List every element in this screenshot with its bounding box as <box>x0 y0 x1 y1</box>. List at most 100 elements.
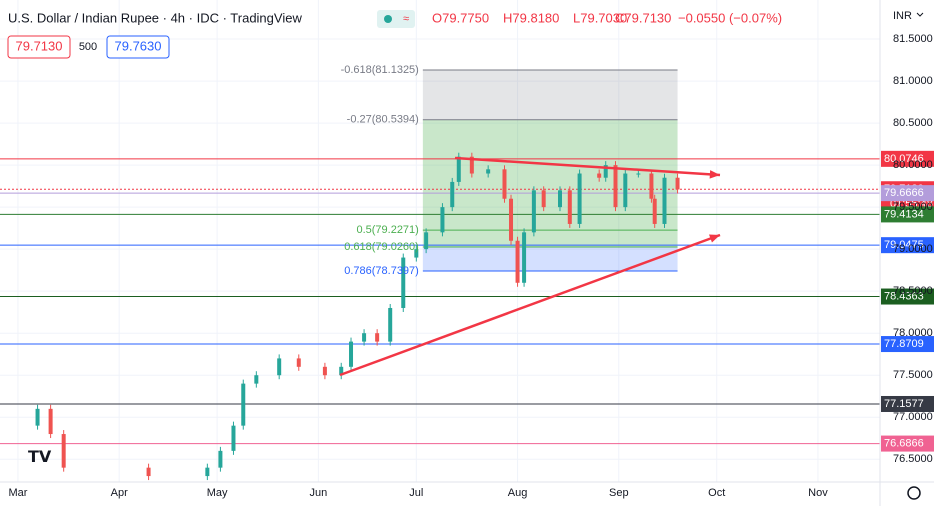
candle <box>205 467 210 477</box>
candle <box>414 249 419 258</box>
ohlc-close: C79.7130 <box>615 10 671 25</box>
fib-label: 0.618(79.0260) <box>344 241 419 253</box>
price-badge-label: 76.6866 <box>884 437 924 449</box>
ohlc-change: −0.0550 (−0.07%) <box>678 10 782 25</box>
candle <box>649 173 654 199</box>
price-badge <box>881 336 934 353</box>
candle <box>35 408 40 426</box>
price-badge <box>881 395 934 412</box>
price-badge-label: 77.1577 <box>884 398 924 410</box>
candle <box>440 207 445 233</box>
price-badge-label: 79.6666 <box>884 187 924 199</box>
candle <box>61 434 66 468</box>
x-tick-label: Oct <box>708 487 725 499</box>
y-tick-label: 79.5000 <box>893 201 933 213</box>
candle <box>424 232 429 250</box>
candle <box>450 181 455 208</box>
candle <box>597 173 602 178</box>
candle <box>456 156 461 182</box>
candle <box>469 156 474 174</box>
symbol-title: U.S. Dollar / Indian Rupee · 4h · IDC · … <box>8 10 302 25</box>
candle <box>623 173 628 208</box>
y-tick-label: 78.5000 <box>893 285 933 297</box>
price-badge-label: 80.0746 <box>884 153 924 165</box>
y-tick-label: 81.0000 <box>893 75 933 87</box>
candle <box>401 257 406 308</box>
tv-logo: 𝗧𝗩 <box>28 449 52 466</box>
status-badge <box>377 10 415 28</box>
y-tick-label: 79.0000 <box>893 243 933 255</box>
trend-arrow <box>709 170 720 179</box>
y-tick-label: 76.5000 <box>893 453 933 465</box>
price-badge-label: 77.8709 <box>884 338 924 350</box>
x-tick-label: Nov <box>808 487 828 499</box>
status-dot <box>384 15 392 23</box>
price-badge <box>881 237 934 254</box>
candle <box>662 177 667 224</box>
candle <box>349 341 354 367</box>
ohlc-high: H79.8180 <box>503 10 559 25</box>
trend-line <box>339 233 721 377</box>
price-badge-label: 79.0475 <box>884 239 924 251</box>
candle <box>636 173 641 175</box>
buy-price: 79.7630 <box>115 38 162 53</box>
trend-arrow <box>709 234 720 243</box>
fib-zone <box>422 119 678 247</box>
x-tick-label: Sep <box>609 487 629 499</box>
ohlc-low: L79.7030 <box>573 10 627 25</box>
y-tick-label: 78.0000 <box>893 327 933 339</box>
candle <box>567 190 572 224</box>
candle <box>541 190 546 208</box>
currency-dropdown[interactable] <box>916 12 924 17</box>
candle <box>502 169 507 199</box>
candle <box>146 467 151 477</box>
fib-label: -0.618(81.1325) <box>341 64 419 76</box>
candle <box>515 240 520 283</box>
candle <box>241 383 246 426</box>
candle <box>675 177 680 190</box>
quantity: 500 <box>79 41 97 53</box>
sell-button[interactable] <box>7 35 71 59</box>
settings-icon[interactable] <box>907 486 921 500</box>
candle <box>218 450 223 468</box>
candle <box>231 425 236 451</box>
candle <box>388 307 393 342</box>
candle <box>531 190 536 233</box>
candle <box>603 165 608 178</box>
trend-line <box>454 156 721 177</box>
candle <box>613 165 618 208</box>
x-tick-label: Jun <box>309 487 327 499</box>
sell-price: 79.7130 <box>16 38 63 53</box>
x-tick-label: Jul <box>409 487 423 499</box>
candle <box>296 358 301 367</box>
fib-label: -0.27(80.5394) <box>347 114 419 126</box>
buy-button[interactable] <box>106 35 170 59</box>
candle <box>48 408 53 435</box>
price-badge <box>881 185 934 202</box>
candle <box>577 173 582 224</box>
candle <box>558 190 562 208</box>
candle <box>254 375 259 384</box>
price-badge <box>881 288 934 305</box>
status-icon: ≈ <box>403 13 409 25</box>
fib-label: 0.5(79.2271) <box>356 224 418 236</box>
x-tick-label: May <box>207 487 228 499</box>
candle <box>509 198 514 241</box>
y-tick-label: 80.5000 <box>893 117 933 129</box>
price-badge-label: 79.4134 <box>884 208 924 220</box>
fib-zone <box>422 69 678 120</box>
ohlc-open: O79.7750 <box>432 10 489 25</box>
x-tick-label: Apr <box>111 487 128 499</box>
candle <box>277 358 282 376</box>
candle <box>362 333 367 342</box>
currency-label[interactable]: INR <box>893 10 912 22</box>
x-tick-label: Mar <box>8 487 27 499</box>
candle <box>522 232 527 283</box>
y-tick-label: 77.5000 <box>893 369 933 381</box>
candle <box>339 366 344 376</box>
x-tick-label: Aug <box>508 487 528 499</box>
price-badge <box>881 206 934 223</box>
candle <box>486 169 491 174</box>
